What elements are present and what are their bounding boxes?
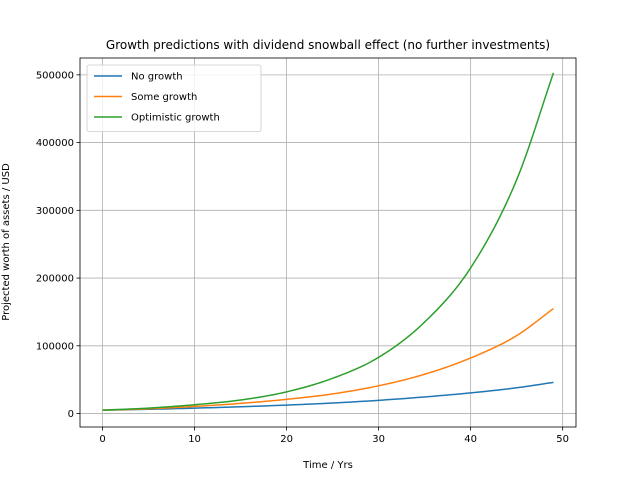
y-axis-label: Projected worth of assets / USD xyxy=(1,163,12,321)
plot-frame xyxy=(79,57,577,428)
legend-label: Some growth xyxy=(131,92,197,103)
grid xyxy=(80,58,576,427)
legend: No growth Some growth Optimistic growth xyxy=(86,64,262,132)
y-tick-label: 400000 xyxy=(36,138,74,149)
y-tick-label: 200000 xyxy=(36,274,74,285)
legend-box xyxy=(86,64,262,132)
x-tick-label: 30 xyxy=(372,434,385,445)
ticks: 0 10 20 30 40 50 0 100000 200000 300000 400000 5000… xyxy=(36,70,569,445)
y-tick-label: 500000 xyxy=(36,70,74,81)
series-lines xyxy=(102,72,555,411)
x-tick-label: 40 xyxy=(464,434,477,445)
legend-label: Optimistic growth xyxy=(131,113,220,124)
chart-title: Growth predictions with dividend snowbal… xyxy=(106,38,550,52)
x-tick-label: 20 xyxy=(280,434,293,445)
x-axis-label: Time / Yrs xyxy=(302,460,353,471)
series-line-no-growth xyxy=(102,381,554,411)
y-tick-label: 0 xyxy=(68,409,74,420)
x-tick-label: 50 xyxy=(556,434,569,445)
series-line-optimistic-growth xyxy=(102,72,555,411)
x-tick-label: 10 xyxy=(188,434,201,445)
legend-label: No growth xyxy=(131,72,183,83)
x-tick-label: 0 xyxy=(99,434,105,445)
y-tick-label: 100000 xyxy=(36,341,74,352)
y-tick-label: 300000 xyxy=(36,206,74,217)
series-line-some-growth xyxy=(102,307,554,411)
